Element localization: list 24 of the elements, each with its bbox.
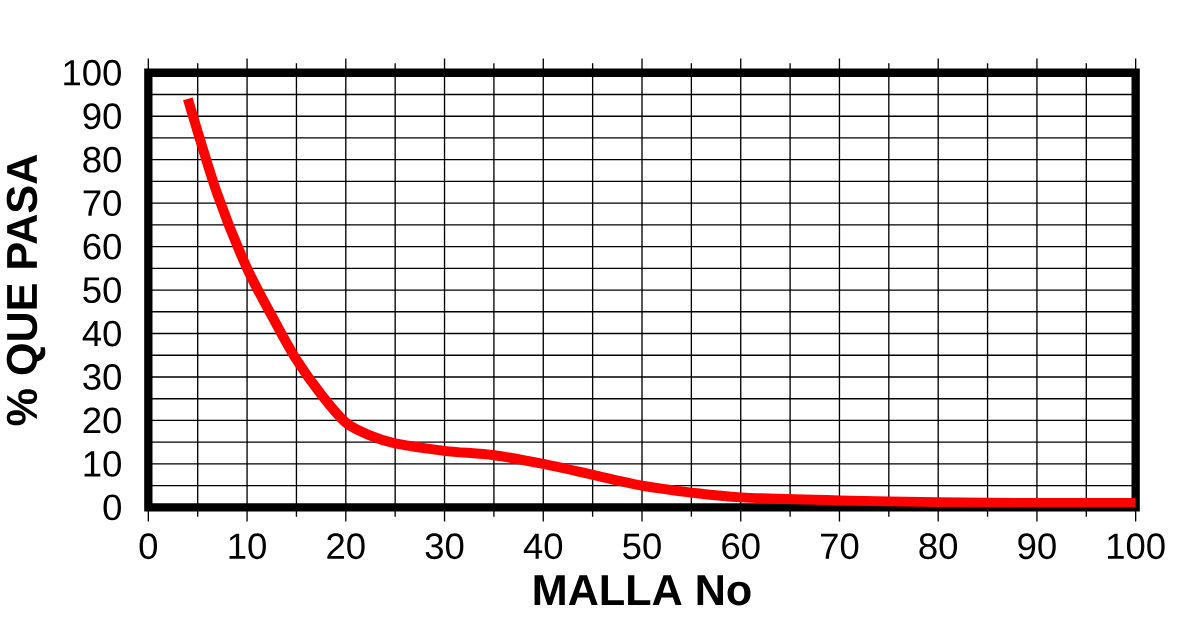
x-tick-label: 0	[139, 533, 158, 560]
y-tick-label: 100	[64, 59, 121, 86]
y-tick-label: 40	[82, 320, 121, 347]
y-axis-title: % QUE PASA	[6, 154, 46, 426]
y-tick-label: 50	[83, 277, 121, 303]
y-tick-label: 0	[103, 494, 121, 521]
x-tick-label: 10	[229, 533, 266, 560]
x-tick-label: 20	[327, 533, 365, 560]
x-axis-title: MALLA No	[534, 575, 751, 606]
y-tick-label: 70	[83, 190, 121, 217]
y-tick-label: 30	[83, 364, 121, 390]
x-tick-label: 50	[623, 533, 661, 560]
x-tick-label: 70	[821, 533, 859, 560]
x-tick-label: 90	[1018, 533, 1056, 560]
y-tick-label: 80	[83, 146, 121, 173]
x-tick-label: 30	[425, 533, 464, 560]
y-tick-label: 60	[83, 233, 121, 260]
x-tick-label: 40	[523, 533, 563, 560]
x-tick-label: 100	[1107, 533, 1165, 560]
x-tick-label: 60	[722, 533, 760, 560]
y-tick-label: 20	[83, 407, 121, 434]
y-tick-label: 90	[83, 103, 121, 130]
x-tick-label: 80	[919, 533, 958, 560]
y-tick-label: 10	[84, 450, 121, 477]
